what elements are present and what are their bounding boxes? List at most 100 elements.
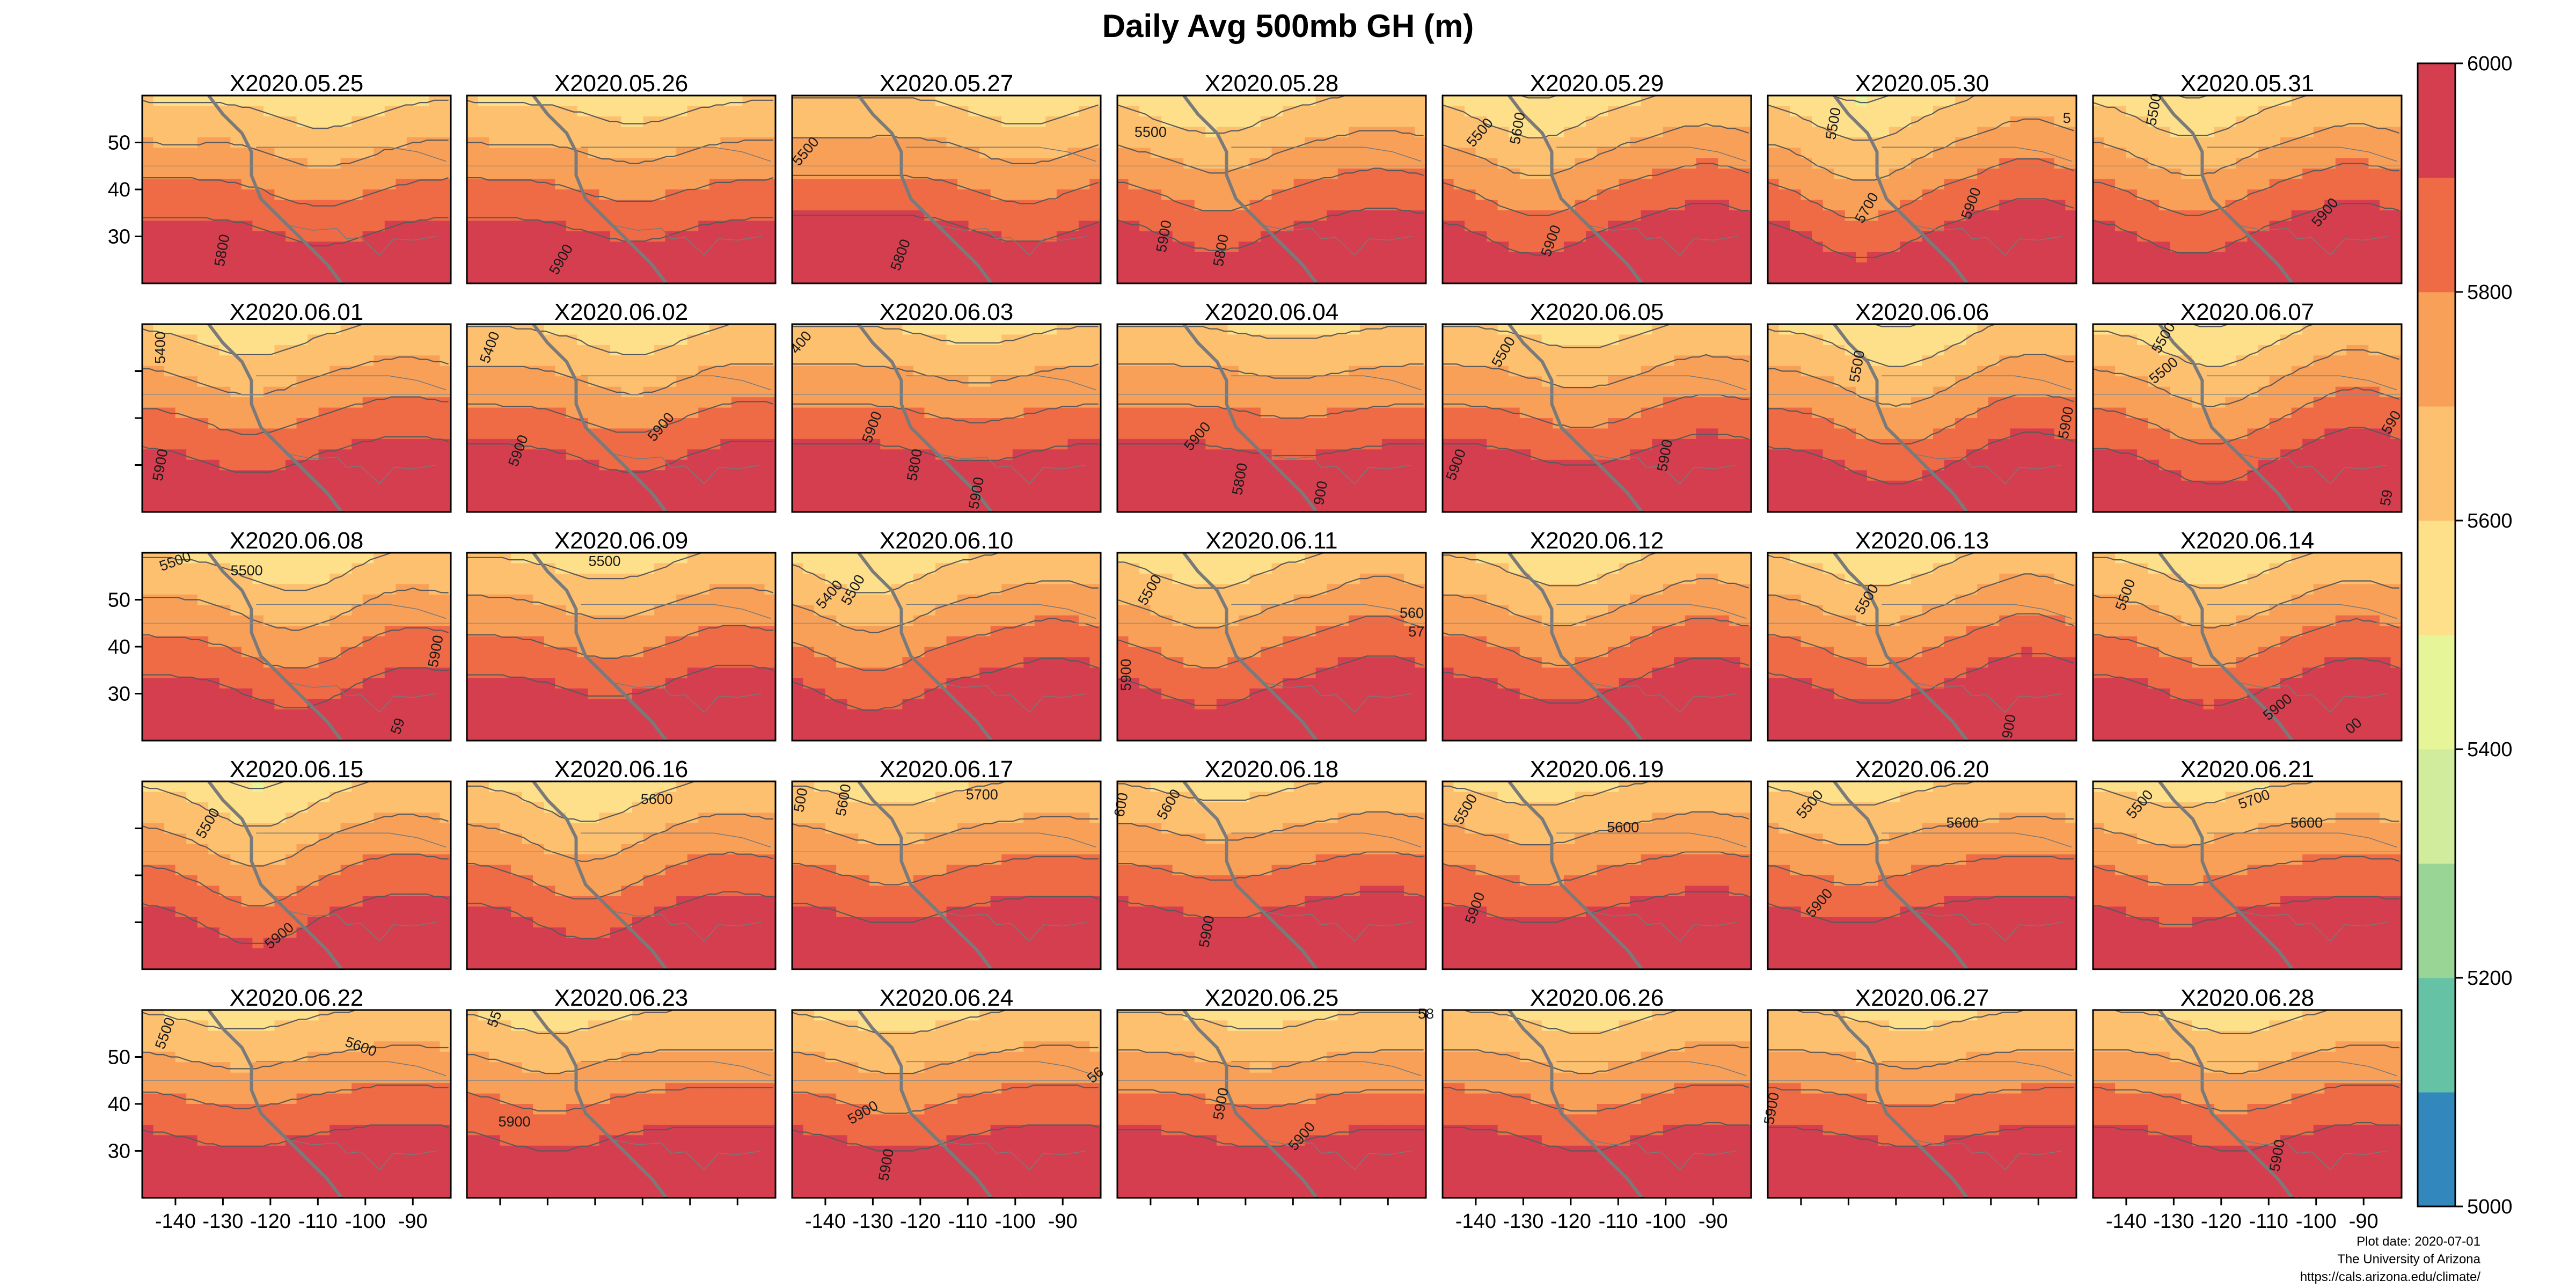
gh-cell — [902, 200, 914, 211]
gh-cell — [219, 365, 231, 377]
gh-cell — [1696, 137, 1708, 149]
gh-cell — [643, 376, 655, 387]
gh-cell — [428, 491, 441, 502]
gh-cell — [208, 428, 220, 440]
gh-cell — [175, 438, 187, 450]
gh-cell — [2324, 169, 2336, 180]
gh-cell — [153, 345, 165, 356]
gh-cell — [1089, 376, 1101, 387]
gh-cell — [511, 200, 523, 211]
gh-cell — [1845, 241, 1857, 253]
gh-cell — [406, 407, 419, 419]
gh-cell — [720, 386, 732, 398]
gh-cell — [979, 376, 991, 387]
gh-cell — [2115, 169, 2127, 180]
gh-cell — [2390, 96, 2402, 107]
gh-cell — [1790, 231, 1802, 243]
gh-cell — [428, 96, 441, 107]
gh-cell — [2368, 169, 2380, 180]
gh-cell — [825, 137, 837, 149]
gh-cell — [621, 397, 633, 408]
gh-cell — [731, 355, 743, 367]
gh-cell — [418, 96, 429, 107]
gh-cell — [296, 355, 308, 367]
gh-cell — [2148, 106, 2160, 117]
gh-cell — [577, 438, 589, 450]
gh-cell — [384, 179, 397, 190]
gh-cell — [792, 376, 804, 387]
gh-cell — [946, 169, 958, 180]
gh-cell — [2093, 148, 2105, 159]
gh-cell — [1283, 158, 1294, 169]
gh-cell — [803, 179, 815, 190]
gh-cell — [374, 179, 385, 190]
gh-cell — [1117, 210, 1129, 222]
gh-cell — [880, 200, 892, 211]
gh-cell — [428, 480, 441, 492]
gh-cell — [274, 397, 286, 408]
gh-cell — [1337, 127, 1350, 138]
gh-cell — [1465, 262, 1476, 274]
gh-cell — [742, 365, 754, 377]
gh-cell — [1663, 221, 1675, 232]
gh-cell — [285, 438, 297, 450]
gh-cell — [274, 491, 286, 502]
gh-cell — [902, 262, 914, 274]
gh-cell — [1729, 210, 1741, 222]
gh-cell — [621, 262, 633, 274]
gh-cell — [2010, 179, 2022, 190]
gh-cell — [489, 148, 501, 159]
gh-cell — [687, 480, 699, 492]
gh-cell — [467, 428, 479, 440]
gh-cell — [610, 438, 622, 450]
gh-cell — [990, 241, 1002, 253]
gh-cell — [197, 210, 209, 222]
gh-cell — [1563, 106, 1576, 117]
gh-cell — [263, 376, 275, 387]
gh-cell — [500, 148, 511, 159]
gh-cell — [1067, 241, 1079, 253]
gh-cell — [1453, 169, 1465, 180]
gh-cell — [1867, 116, 1879, 128]
gh-cell — [1475, 137, 1487, 149]
gh-cell — [803, 241, 815, 253]
gh-cell — [230, 438, 242, 450]
gh-cell — [632, 386, 644, 398]
gh-cell — [676, 127, 688, 138]
gh-cell — [352, 273, 363, 283]
gh-cell — [968, 158, 980, 169]
gh-cell — [1900, 221, 1912, 232]
gh-cell — [1779, 106, 1790, 117]
gh-cell — [1465, 96, 1476, 107]
gh-cell — [676, 262, 688, 274]
gh-cell — [263, 355, 275, 367]
gh-cell — [1393, 137, 1404, 149]
gh-cell — [2054, 210, 2066, 222]
gh-cell — [1150, 200, 1162, 211]
gh-cell — [643, 470, 655, 481]
gh-cell — [544, 470, 556, 481]
gh-cell — [1911, 148, 1923, 159]
gh-cell — [1205, 148, 1217, 159]
gh-cell — [1597, 127, 1608, 138]
gh-cell — [1403, 137, 1416, 149]
gh-cell — [1194, 252, 1206, 263]
contour-line — [467, 363, 773, 396]
gh-cell — [1001, 137, 1013, 149]
gh-cell — [1608, 221, 1620, 232]
gh-cell — [720, 189, 732, 201]
gh-cell — [230, 221, 242, 232]
gh-cell — [2148, 241, 2160, 253]
gh-cell — [1933, 116, 1945, 128]
gh-cell — [599, 179, 611, 190]
gh-cell — [274, 334, 286, 346]
gh-cell — [362, 127, 375, 138]
gh-cell — [891, 116, 903, 128]
gh-cell — [1271, 179, 1283, 190]
gh-cell — [164, 231, 176, 243]
gh-cell — [296, 252, 308, 263]
gh-cell — [1475, 148, 1487, 159]
gh-cell — [418, 252, 429, 263]
gh-cell — [610, 480, 622, 492]
gh-cell — [263, 501, 275, 512]
